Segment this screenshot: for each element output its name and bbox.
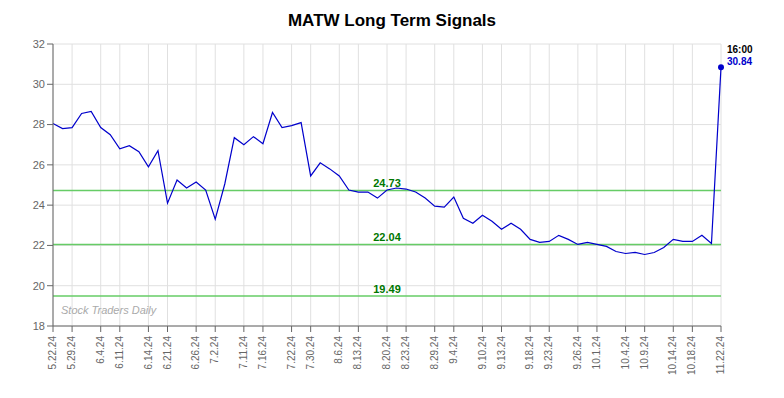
svg-text:5.22.24: 5.22.24 xyxy=(47,336,58,370)
svg-text:10.4.24: 10.4.24 xyxy=(620,336,631,370)
svg-text:18: 18 xyxy=(33,320,45,332)
svg-text:7.16.24: 7.16.24 xyxy=(257,336,268,370)
svg-text:7.11.24: 7.11.24 xyxy=(238,336,249,369)
svg-text:20: 20 xyxy=(33,280,45,292)
svg-text:22: 22 xyxy=(33,239,45,251)
svg-text:28: 28 xyxy=(33,118,45,130)
svg-text:10.14.24: 10.14.24 xyxy=(667,336,678,375)
html-text:Stock Traders Daily: Stock Traders Daily xyxy=(61,304,157,316)
svg-text:6.4.24: 6.4.24 xyxy=(95,336,106,364)
svg-text:7.2.24: 7.2.24 xyxy=(209,336,220,364)
svg-text:30.84: 30.84 xyxy=(727,56,752,67)
svg-text:32: 32 xyxy=(33,38,45,50)
svg-text:9.26.24: 9.26.24 xyxy=(572,336,583,370)
svg-text:9.13.24: 9.13.24 xyxy=(496,336,507,370)
svg-text:11.22.24: 11.22.24 xyxy=(715,336,726,375)
svg-text:10.18.24: 10.18.24 xyxy=(686,336,697,375)
svg-text:9.18.24: 9.18.24 xyxy=(524,336,535,370)
html-text:MATW Long Term Signals: MATW Long Term Signals xyxy=(288,11,496,30)
svg-text:9.10.24: 9.10.24 xyxy=(477,336,488,370)
svg-text:16:00: 16:00 xyxy=(727,44,753,55)
svg-text:9.4.24: 9.4.24 xyxy=(448,336,459,364)
svg-text:24.73: 24.73 xyxy=(373,177,401,189)
svg-text:6.14.24: 6.14.24 xyxy=(143,336,154,370)
svg-text:10.9.24: 10.9.24 xyxy=(639,336,650,370)
svg-text:8.23.24: 8.23.24 xyxy=(400,336,411,370)
svg-text:8.20.24: 8.20.24 xyxy=(381,336,392,370)
svg-text:8.13.24: 8.13.24 xyxy=(352,336,363,370)
svg-text:6.26.24: 6.26.24 xyxy=(190,336,201,370)
svg-text:10.1.24: 10.1.24 xyxy=(591,336,602,370)
svg-text:24: 24 xyxy=(33,199,45,211)
svg-text:6.21.24: 6.21.24 xyxy=(162,336,173,370)
svg-text:6.11.24: 6.11.24 xyxy=(114,336,125,369)
svg-text:7.22.24: 7.22.24 xyxy=(286,336,297,370)
svg-text:8.6.24: 8.6.24 xyxy=(333,336,344,364)
svg-text:9.23.24: 9.23.24 xyxy=(543,336,554,370)
svg-text:22.04: 22.04 xyxy=(373,231,401,243)
svg-text:30: 30 xyxy=(33,78,45,90)
svg-text:7.30.24: 7.30.24 xyxy=(305,336,316,370)
svg-text:19.49: 19.49 xyxy=(373,283,401,295)
svg-text:5.29.24: 5.29.24 xyxy=(66,336,77,370)
svg-text:26: 26 xyxy=(33,159,45,171)
svg-text:8.29.24: 8.29.24 xyxy=(429,336,440,370)
